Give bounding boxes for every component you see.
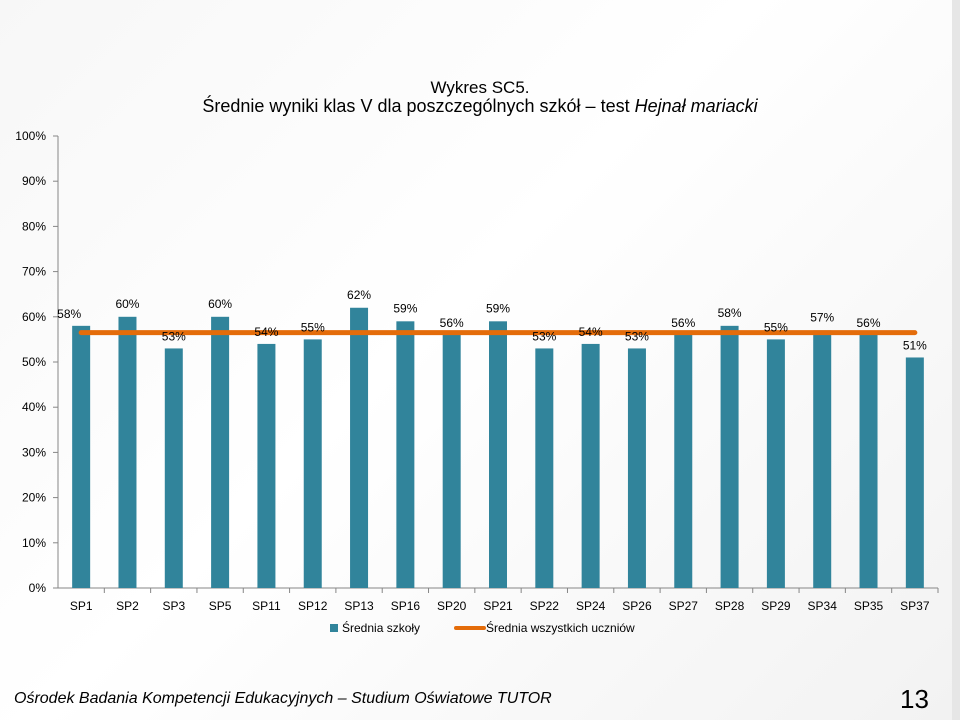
x-tick-label: SP21 — [483, 599, 513, 613]
y-tick-label: 80% — [22, 219, 46, 233]
footer-text: Ośrodek Badania Kompetencji Edukacyjnych… — [14, 690, 552, 707]
bar — [211, 316, 230, 588]
x-tick-label: SP24 — [576, 599, 606, 613]
y-tick-label: 10% — [22, 536, 46, 550]
bar — [164, 348, 183, 588]
data-label: 58% — [718, 306, 742, 320]
bar — [813, 330, 832, 588]
data-label: 53% — [625, 329, 649, 343]
bar — [905, 357, 924, 588]
data-label: 59% — [486, 301, 510, 315]
x-tick-label: SP5 — [209, 599, 232, 613]
x-tick-label: SP35 — [854, 599, 884, 613]
data-label: 53% — [532, 329, 556, 343]
y-tick-label: 70% — [22, 265, 46, 279]
data-label: 54% — [579, 325, 603, 339]
x-tick-label: SP27 — [669, 599, 699, 613]
data-label: 60% — [208, 297, 232, 311]
x-tick-label: SP16 — [391, 599, 421, 613]
y-tick-label: 90% — [22, 174, 46, 188]
bar — [350, 307, 369, 588]
bar — [627, 348, 646, 588]
bar — [442, 334, 461, 588]
bar — [720, 325, 739, 588]
y-tick-label: 50% — [22, 355, 46, 369]
data-label: 51% — [903, 338, 927, 352]
x-tick-label: SP37 — [900, 599, 930, 613]
data-label: 62% — [347, 288, 371, 302]
data-label: 56% — [440, 316, 464, 330]
bar — [303, 339, 322, 588]
data-label: 59% — [393, 301, 417, 315]
x-tick-label: SP1 — [70, 599, 93, 613]
x-tick-label: SP12 — [298, 599, 328, 613]
data-label: 54% — [254, 325, 278, 339]
chart-title-prefix: Średnie wyniki klas V dla poszczególnych… — [202, 96, 635, 116]
bar — [257, 343, 276, 588]
bar — [674, 334, 693, 588]
x-tick-label: SP28 — [715, 599, 745, 613]
bar — [766, 339, 785, 588]
x-tick-label: SP11 — [252, 599, 281, 613]
data-label: 56% — [857, 316, 881, 330]
legend-label-bar: Średnia szkoły — [342, 620, 420, 635]
data-label: 57% — [810, 310, 834, 324]
data-label: 55% — [301, 320, 325, 334]
data-label: 58% — [57, 307, 81, 321]
bar — [396, 321, 415, 588]
x-tick-label: SP13 — [344, 599, 374, 613]
y-tick-label: 100% — [15, 129, 46, 143]
chart-title-line1: Wykres SC5. — [430, 78, 530, 97]
legend-swatch-bar — [330, 624, 338, 632]
bar — [72, 325, 91, 588]
y-tick-label: 40% — [22, 400, 46, 414]
bar — [859, 334, 878, 588]
bar — [118, 316, 137, 588]
x-tick-label: SP22 — [530, 599, 560, 613]
y-tick-label: 20% — [22, 491, 46, 505]
bar — [535, 348, 554, 588]
y-tick-label: 30% — [22, 445, 46, 459]
x-tick-label: SP3 — [162, 599, 185, 613]
x-tick-label: SP29 — [761, 599, 791, 613]
y-tick-label: 60% — [22, 310, 46, 324]
chart: 0% 10% 20% 30% 40% 50% 60% 70% 80% 90% 100% SP1 SP2 S… — [15, 129, 939, 635]
data-label: 53% — [162, 329, 186, 343]
page-number: 13 — [900, 684, 929, 714]
x-tick-label: SP20 — [437, 599, 467, 613]
x-tick-label: SP2 — [116, 599, 139, 613]
bar — [489, 321, 507, 588]
data-label: 55% — [764, 320, 788, 334]
data-label: 56% — [671, 316, 695, 330]
bar — [581, 343, 600, 588]
legend-label-line: Średnia wszystkich uczniów — [486, 620, 635, 635]
chart-title-line2: Średnie wyniki klas V dla poszczególnych… — [140, 96, 820, 117]
y-tick-label: 0% — [29, 581, 47, 595]
x-tick-label: SP26 — [622, 599, 652, 613]
x-tick-label: SP34 — [808, 599, 838, 613]
data-label: 60% — [115, 297, 139, 311]
chart-title-italic: Hejnał mariacki — [634, 96, 758, 116]
